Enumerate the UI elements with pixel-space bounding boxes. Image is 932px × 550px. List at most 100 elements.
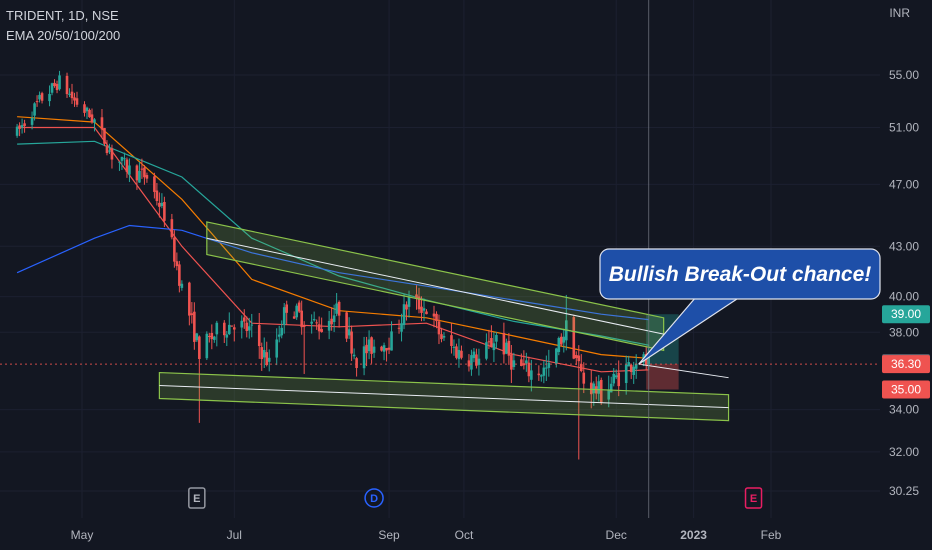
- candle-body: [560, 336, 563, 345]
- candle-body: [138, 170, 141, 183]
- candle-body: [68, 93, 71, 95]
- currency-label: INR: [889, 6, 910, 20]
- candle-body: [397, 327, 401, 329]
- candle-body: [589, 382, 593, 395]
- candle-body: [522, 363, 526, 366]
- stop-loss-zone[interactable]: [646, 364, 679, 390]
- candle-body: [452, 346, 456, 348]
- lower-channel-midline[interactable]: [159, 385, 729, 409]
- candle-body: [335, 303, 338, 314]
- indicator-title[interactable]: EMA 20/50/100/200: [6, 28, 121, 43]
- y-tick-label: 43.00: [889, 239, 919, 253]
- candle-body: [372, 346, 376, 353]
- candle-body: [402, 304, 406, 326]
- price-badge: [882, 305, 930, 324]
- earnings-marker[interactable]: [188, 487, 206, 509]
- candle-body: [435, 313, 438, 322]
- price-badge-label: 36.30: [891, 357, 921, 371]
- candle-body: [317, 324, 321, 332]
- candle-body: [70, 91, 74, 99]
- x-tick-label: Feb: [761, 528, 782, 542]
- candle-body: [425, 311, 428, 315]
- candle-body: [365, 344, 368, 354]
- candle-body: [20, 125, 24, 128]
- candle-body: [178, 264, 181, 286]
- candle-body: [128, 165, 131, 175]
- price-badge-label: 35.00: [891, 383, 921, 397]
- candle-body: [440, 334, 443, 340]
- candle-body: [320, 329, 323, 333]
- candle-body: [415, 294, 418, 298]
- y-tick-label: 51.00: [889, 121, 919, 135]
- callout-annotation[interactable]: Bullish Break-Out chance!: [599, 248, 881, 365]
- y-tick-label: 40.00: [889, 290, 919, 304]
- candle-body: [30, 117, 34, 125]
- x-tick-label: 2023: [680, 528, 707, 542]
- candle-body: [65, 75, 69, 95]
- candle-body: [327, 320, 331, 331]
- candle-body: [163, 201, 166, 221]
- candle-body: [520, 359, 523, 366]
- candle-body: [118, 161, 121, 163]
- candle-body: [624, 364, 628, 384]
- x-tick-label: Dec: [606, 528, 627, 542]
- candle-body: [485, 342, 488, 359]
- candle-body: [33, 103, 36, 116]
- candle-body: [257, 325, 261, 347]
- candle-body: [332, 315, 336, 323]
- candle-body: [574, 354, 578, 359]
- earnings-marker[interactable]: [744, 487, 763, 509]
- candle-body: [215, 322, 219, 335]
- x-tick-label: Sep: [378, 528, 400, 542]
- candle-body: [88, 109, 91, 118]
- breakout-trend-line[interactable]: [638, 363, 729, 379]
- dividend-marker[interactable]: [364, 488, 384, 508]
- candle-body: [125, 159, 129, 173]
- candle-body: [23, 123, 26, 126]
- candle-body: [492, 343, 496, 351]
- candle-body: [380, 346, 383, 351]
- candle-body: [505, 342, 508, 354]
- candle-body: [312, 319, 316, 321]
- candle-body: [100, 117, 104, 130]
- candle-body: [355, 358, 358, 368]
- candle-body: [407, 296, 411, 307]
- candle-body: [110, 148, 114, 160]
- candle-body: [405, 304, 408, 310]
- candle-body: [225, 334, 229, 338]
- candle-body: [143, 167, 146, 178]
- candle-body: [347, 329, 351, 336]
- candle-body: [153, 176, 156, 192]
- candle-body: [210, 332, 214, 340]
- callout-text: Bullish Break-Out chance!: [609, 263, 872, 286]
- callout-box[interactable]: [599, 248, 881, 300]
- candle-body: [145, 175, 149, 179]
- candle-body: [195, 333, 199, 341]
- candle-body: [617, 372, 621, 387]
- upper-channel-midline[interactable]: [206, 237, 664, 335]
- candle-body: [467, 360, 471, 367]
- marker-label: E: [750, 493, 757, 505]
- candle-body: [632, 366, 635, 375]
- candle-body: [55, 83, 59, 91]
- candle-body: [502, 332, 506, 355]
- candle-body: [282, 307, 286, 325]
- channel-drawings[interactable]: [158, 221, 730, 422]
- candle-body: [265, 352, 269, 365]
- candle-body: [475, 354, 478, 366]
- candle-body: [73, 97, 76, 101]
- candle-body: [188, 282, 191, 316]
- candle-body: [93, 119, 96, 123]
- candle-body: [352, 354, 356, 357]
- candle-body: [35, 101, 39, 103]
- candle-body: [542, 367, 546, 376]
- candle-body: [330, 318, 333, 325]
- symbol-title[interactable]: TRIDENT, 1D, NSE: [6, 8, 119, 23]
- candle-body: [422, 308, 426, 311]
- candle-body: [362, 346, 366, 369]
- candle-body: [53, 82, 56, 87]
- candle-body: [302, 325, 306, 327]
- candle-body: [300, 310, 303, 328]
- candle-body: [455, 346, 458, 358]
